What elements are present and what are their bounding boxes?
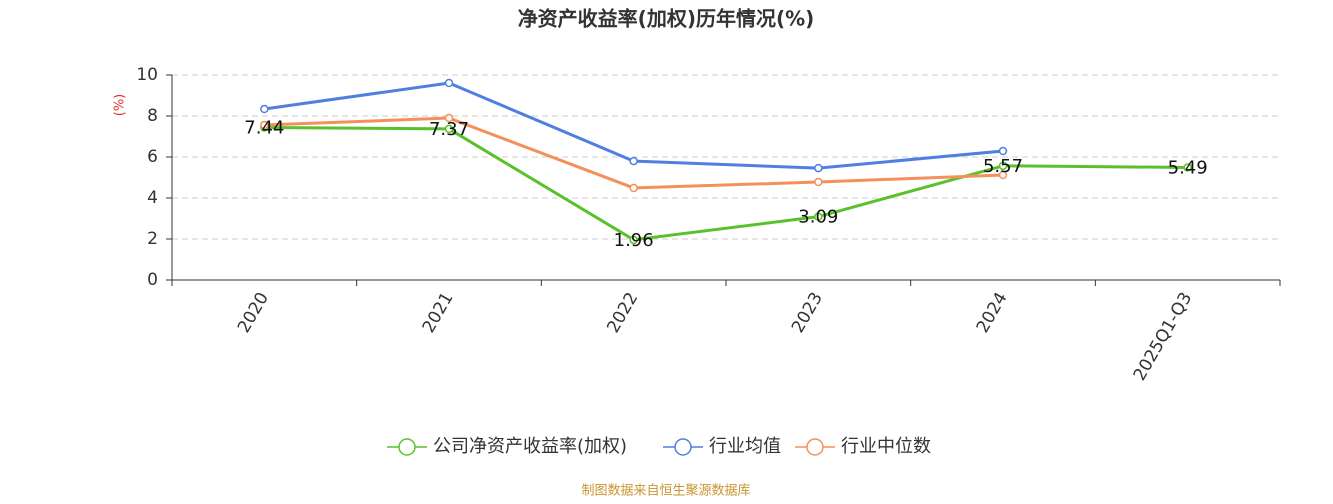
data-point — [998, 170, 1008, 180]
y-tick-label: 10 — [136, 65, 158, 85]
data-label: 7.44 — [244, 117, 284, 138]
data-point — [629, 235, 638, 245]
data-label: 5.49 — [1168, 157, 1208, 178]
y-axis-label: (%) — [113, 94, 128, 117]
series-line — [264, 81, 1004, 170]
data-point — [444, 124, 454, 134]
data-label: 3.09 — [798, 207, 838, 228]
y-tick-label: 4 — [147, 188, 158, 208]
legend-marker — [806, 438, 824, 456]
data-point — [260, 120, 269, 130]
chart-title: 净资产收益率(加权)历年情况(%) — [518, 7, 815, 31]
data-point — [629, 183, 638, 193]
data-label: 7.37 — [429, 119, 469, 140]
legend-label: 公司净资产收益率(加权) — [433, 436, 627, 457]
data-point — [629, 156, 638, 166]
y-tick-label: 0 — [147, 270, 158, 290]
legend-marker — [398, 438, 416, 456]
series-line — [264, 125, 1188, 242]
data-point — [444, 78, 454, 88]
data-point — [444, 113, 454, 123]
data-label: 1.96 — [614, 230, 654, 251]
data-point — [260, 104, 269, 114]
y-tick-label: 6 — [147, 147, 158, 167]
data-point — [814, 212, 823, 221]
legend-label: 行业均值 — [709, 436, 781, 457]
data-point — [1183, 163, 1192, 172]
data-point — [998, 161, 1008, 171]
data-label: 5.57 — [983, 156, 1023, 177]
y-tick-label: 8 — [147, 106, 158, 126]
legend-label: 行业中位数 — [841, 436, 931, 457]
x-tick-label: 2021 — [419, 289, 458, 336]
data-point — [814, 177, 823, 187]
x-tick-label: 2022 — [603, 289, 642, 336]
x-tick-label: 2025Q1-Q3 — [1130, 289, 1197, 384]
data-point — [814, 163, 823, 173]
y-tick-label: 2 — [147, 229, 158, 249]
legend-marker — [674, 438, 692, 456]
x-tick-label: 2024 — [973, 289, 1012, 336]
data-point — [998, 146, 1008, 156]
x-tick-label: 2023 — [788, 289, 827, 336]
source-note: 制图数据来自恒生聚源数据库 — [581, 483, 750, 499]
x-tick-label: 2020 — [234, 289, 273, 336]
